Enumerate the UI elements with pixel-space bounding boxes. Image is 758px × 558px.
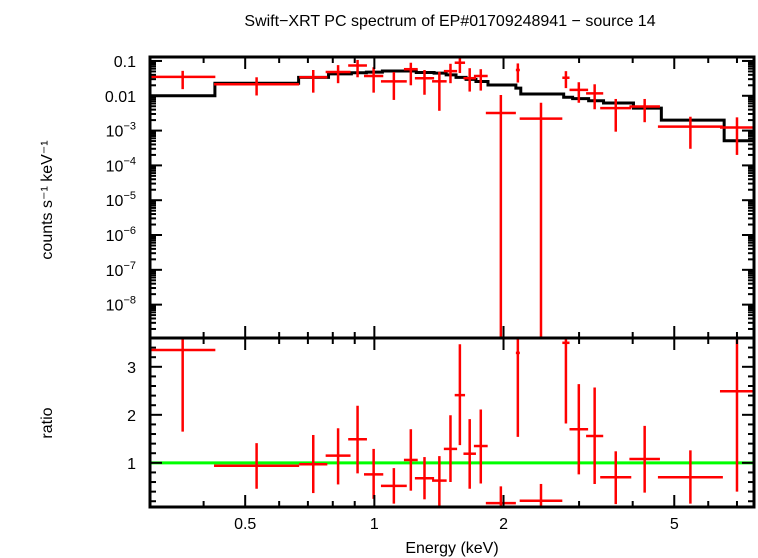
spectrum-frame xyxy=(148,55,756,340)
spectrum-y-tick-label: 10−4 xyxy=(106,155,136,175)
spectrum-y-tick-label: 10−6 xyxy=(106,225,136,245)
ratio-y-axis-label: ratio xyxy=(39,407,56,438)
tick-exponent: −5 xyxy=(123,190,136,202)
spectrum-y-tick-label: 0.01 xyxy=(105,89,136,106)
spectrum-y-tick-label: 10−7 xyxy=(106,260,136,280)
spectrum-y-axis-label: counts s⁻¹ keV⁻¹ xyxy=(39,140,56,259)
spectrum-y-tick-label: 0.1 xyxy=(114,54,136,71)
ratio-frame xyxy=(148,336,756,509)
spectrum-y-tick-label: 10−5 xyxy=(106,190,136,210)
tick-base: 10 xyxy=(106,228,124,245)
x-tick-label: 5 xyxy=(670,516,679,533)
x-tick-label: 0.5 xyxy=(234,516,256,533)
x-tick-label: 1 xyxy=(370,516,379,533)
ratio-y-tick-label: 1 xyxy=(127,456,136,473)
chart-title: Swift−XRT PC spectrum of EP#01709248941 … xyxy=(244,13,655,30)
tick-base: 10 xyxy=(106,193,124,210)
tick-exponent: −8 xyxy=(123,295,136,307)
spectrum-y-tick-label: 10−3 xyxy=(106,121,136,141)
tick-exponent: −7 xyxy=(123,260,136,272)
tick-exponent: −4 xyxy=(123,155,136,167)
spectrum-y-tick-label: 10−8 xyxy=(106,295,136,315)
x-tick-label: 2 xyxy=(499,516,508,533)
tick-base: 10 xyxy=(106,298,124,315)
ratio-y-tick-label: 2 xyxy=(127,408,136,425)
tick-exponent: −3 xyxy=(123,121,136,133)
tick-exponent: −6 xyxy=(123,225,136,237)
model-line xyxy=(150,69,754,143)
x-axis-label: Energy (keV) xyxy=(405,540,498,557)
tick-base: 10 xyxy=(106,124,124,141)
tick-base: 10 xyxy=(106,158,124,175)
ratio-y-tick-label: 3 xyxy=(127,360,136,377)
tick-base: 10 xyxy=(106,263,124,280)
